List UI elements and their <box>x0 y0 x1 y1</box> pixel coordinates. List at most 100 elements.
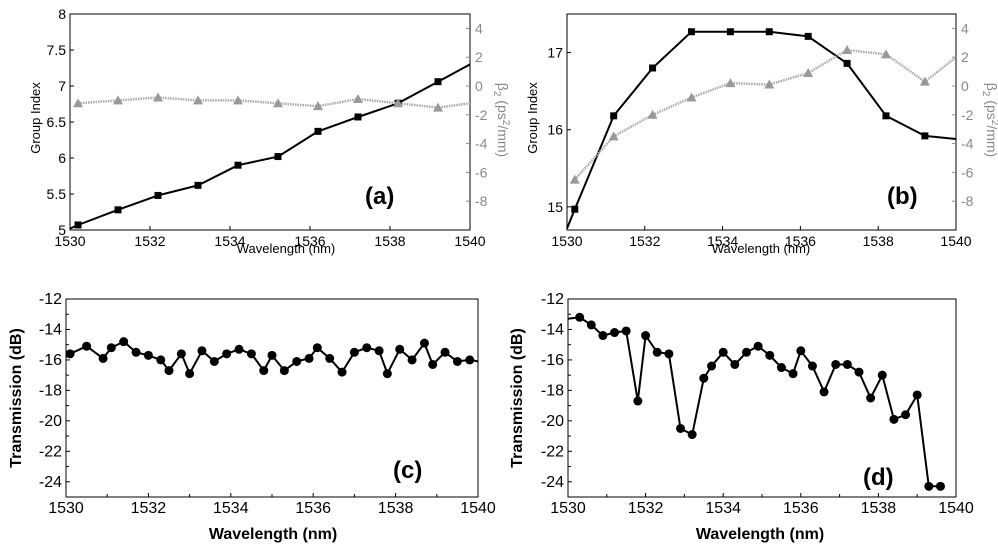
panel-c-series-0-point <box>337 367 347 377</box>
panel-a-series-0-point <box>154 191 162 199</box>
panel-d: Transmission (dB) Wavelength (nm) (d) 15… <box>509 291 974 543</box>
panel-b-series-0-line <box>566 30 957 229</box>
panel-d-series-0-point <box>889 414 899 424</box>
panel-a-ytick-label: 6.5 <box>47 114 67 130</box>
panel-b-y2tick-label: -6 <box>961 164 974 180</box>
panel-b-series-0-point <box>765 28 773 36</box>
panel-a-ytick-label: 5.5 <box>47 186 67 202</box>
panel-d-series-0-point <box>598 331 608 341</box>
panel-d-series-0-point <box>676 423 686 433</box>
panel-c-xlabel: Wavelength (nm) <box>209 526 337 543</box>
panel-d-series-0-line <box>567 316 941 488</box>
panel-d-label: (d) <box>863 464 894 491</box>
panel-d-series-0-point <box>641 331 651 341</box>
panel-b-y2tick-label: -8 <box>961 193 974 209</box>
panel-b-y2label: β2 (ps2/mm) <box>980 83 998 157</box>
panel-d-series-0-point <box>854 367 864 377</box>
panel-c-series-0-point <box>131 347 141 357</box>
panel-b-series-1-point <box>569 174 580 184</box>
panel-b-series-0-point <box>843 59 851 67</box>
panel-c-xtick-label: 1530 <box>48 500 84 517</box>
panel-b-ylabel: Group Index <box>525 82 540 154</box>
panel-c-series-0-point <box>234 344 244 354</box>
panel-c-series-0-point <box>156 355 166 365</box>
panel-b-y2tick-label: 4 <box>961 20 969 36</box>
panel-a-ytick-label: 6 <box>58 150 66 166</box>
panel-c-xtick-label: 1536 <box>295 500 331 517</box>
panel-d-xlabel: Wavelength (nm) <box>696 526 824 543</box>
panel-c-series-0-point <box>259 366 269 376</box>
panel-c-ylabel: Transmission (dB) <box>8 328 25 468</box>
panel-a-xtick-label: 1532 <box>134 233 165 249</box>
panel-c-xtick-label: 1538 <box>378 500 414 517</box>
panel-c-series-0-point <box>407 355 417 365</box>
panel-d-ytick-label: -20 <box>541 413 564 430</box>
panel-a-xlabel: Wavelength (nm) <box>237 241 336 256</box>
panel-a-ytick-label: 8 <box>58 6 66 22</box>
panel-b-series-0-point <box>882 112 890 120</box>
panel-d-series-0-point <box>621 326 631 336</box>
panel-d-series-0-point <box>652 347 662 357</box>
panel-d-series-0-point <box>765 350 775 360</box>
panel-c-ytick-label: -18 <box>39 382 62 399</box>
panel-d-ytick-label: -12 <box>541 291 564 308</box>
panel-a-ytick-label: 7 <box>58 78 66 94</box>
panel-a-y2tick-label: -6 <box>475 164 488 180</box>
panel-d-xtick-label: 1540 <box>938 500 974 517</box>
panel-a-series-1-point <box>113 95 123 105</box>
panel-a-ytick-label: 5 <box>58 222 66 238</box>
panel-c-series-0-point <box>325 353 335 363</box>
panel-a-xtick-label: 1536 <box>294 233 325 249</box>
panel-b-series-1-point <box>686 92 697 102</box>
panel-d-ytick-label: -22 <box>541 443 564 460</box>
panel-d-xtick-label: 1532 <box>628 500 664 517</box>
panel-d-series-0-point <box>912 390 922 400</box>
panel-a-label: (a) <box>365 183 394 210</box>
panel-c-series-0-point <box>267 350 277 360</box>
panel-a-y2tick-label: -4 <box>475 136 488 152</box>
panel-a-series-1-point <box>193 95 203 105</box>
panel-d-xtick-label: 1538 <box>861 500 897 517</box>
panel-c-series-0-point <box>185 369 195 379</box>
panel-b-series-1-line <box>573 48 957 181</box>
panel-b-series-1-point <box>608 131 619 141</box>
panel-d-series-0-point <box>575 312 585 322</box>
panel-b-y2tick-label: 2 <box>961 49 969 65</box>
panel-d-series-0-point <box>753 341 763 351</box>
panel-a-frame <box>69 13 471 231</box>
panel-a-y2tick-label: 2 <box>475 49 483 65</box>
panel-c-series-0-point <box>164 366 174 376</box>
panel-d-series-0-point <box>831 359 841 369</box>
panel-c-ytick-label: -22 <box>39 443 62 460</box>
panel-b-y2tick-label: 0 <box>961 78 969 94</box>
panel-a-y2label: β2 (ps2/mm) <box>491 83 511 157</box>
panel-d-series-0-point <box>718 347 728 357</box>
panel-d-ytick-label: -18 <box>541 382 564 399</box>
panel-b-xtick-label: 1532 <box>629 233 660 249</box>
panel-d-series-0-point <box>699 373 709 383</box>
panel-b-label: (b) <box>887 183 918 210</box>
panel-c-ytick-label: -12 <box>39 291 62 308</box>
panel-a-series-1-point <box>73 98 83 108</box>
panel-d-ytick-label: -24 <box>541 474 564 491</box>
panel-b-series-1-point <box>764 79 775 89</box>
panel-b-series-1-point <box>803 68 814 78</box>
panel-a-series-0-point <box>114 206 122 214</box>
panel-c-series-0-point <box>428 359 438 369</box>
panel-a-series-0-point <box>234 161 242 169</box>
panel-b-xtick-label: 1538 <box>863 233 894 249</box>
panel-d-series-0-point <box>819 387 829 397</box>
panel-a-y2tick-label: 4 <box>475 20 483 36</box>
panel-d-series-0-point <box>807 361 817 371</box>
panel-d-series-0-point <box>687 430 697 440</box>
panel-c-series-0-point <box>452 356 462 366</box>
panel-a-series-0-point <box>354 113 362 121</box>
panel-b-frame <box>566 13 957 231</box>
panel-a-xtick-label: 1530 <box>54 233 85 249</box>
panel-b-series-0-point <box>921 132 929 140</box>
panel-b-xtick-label: 1530 <box>551 233 582 249</box>
panel-d-series-0-point <box>924 481 934 491</box>
panel-a-series-0-point <box>194 181 202 189</box>
panel-b-series-1-point <box>725 78 736 88</box>
